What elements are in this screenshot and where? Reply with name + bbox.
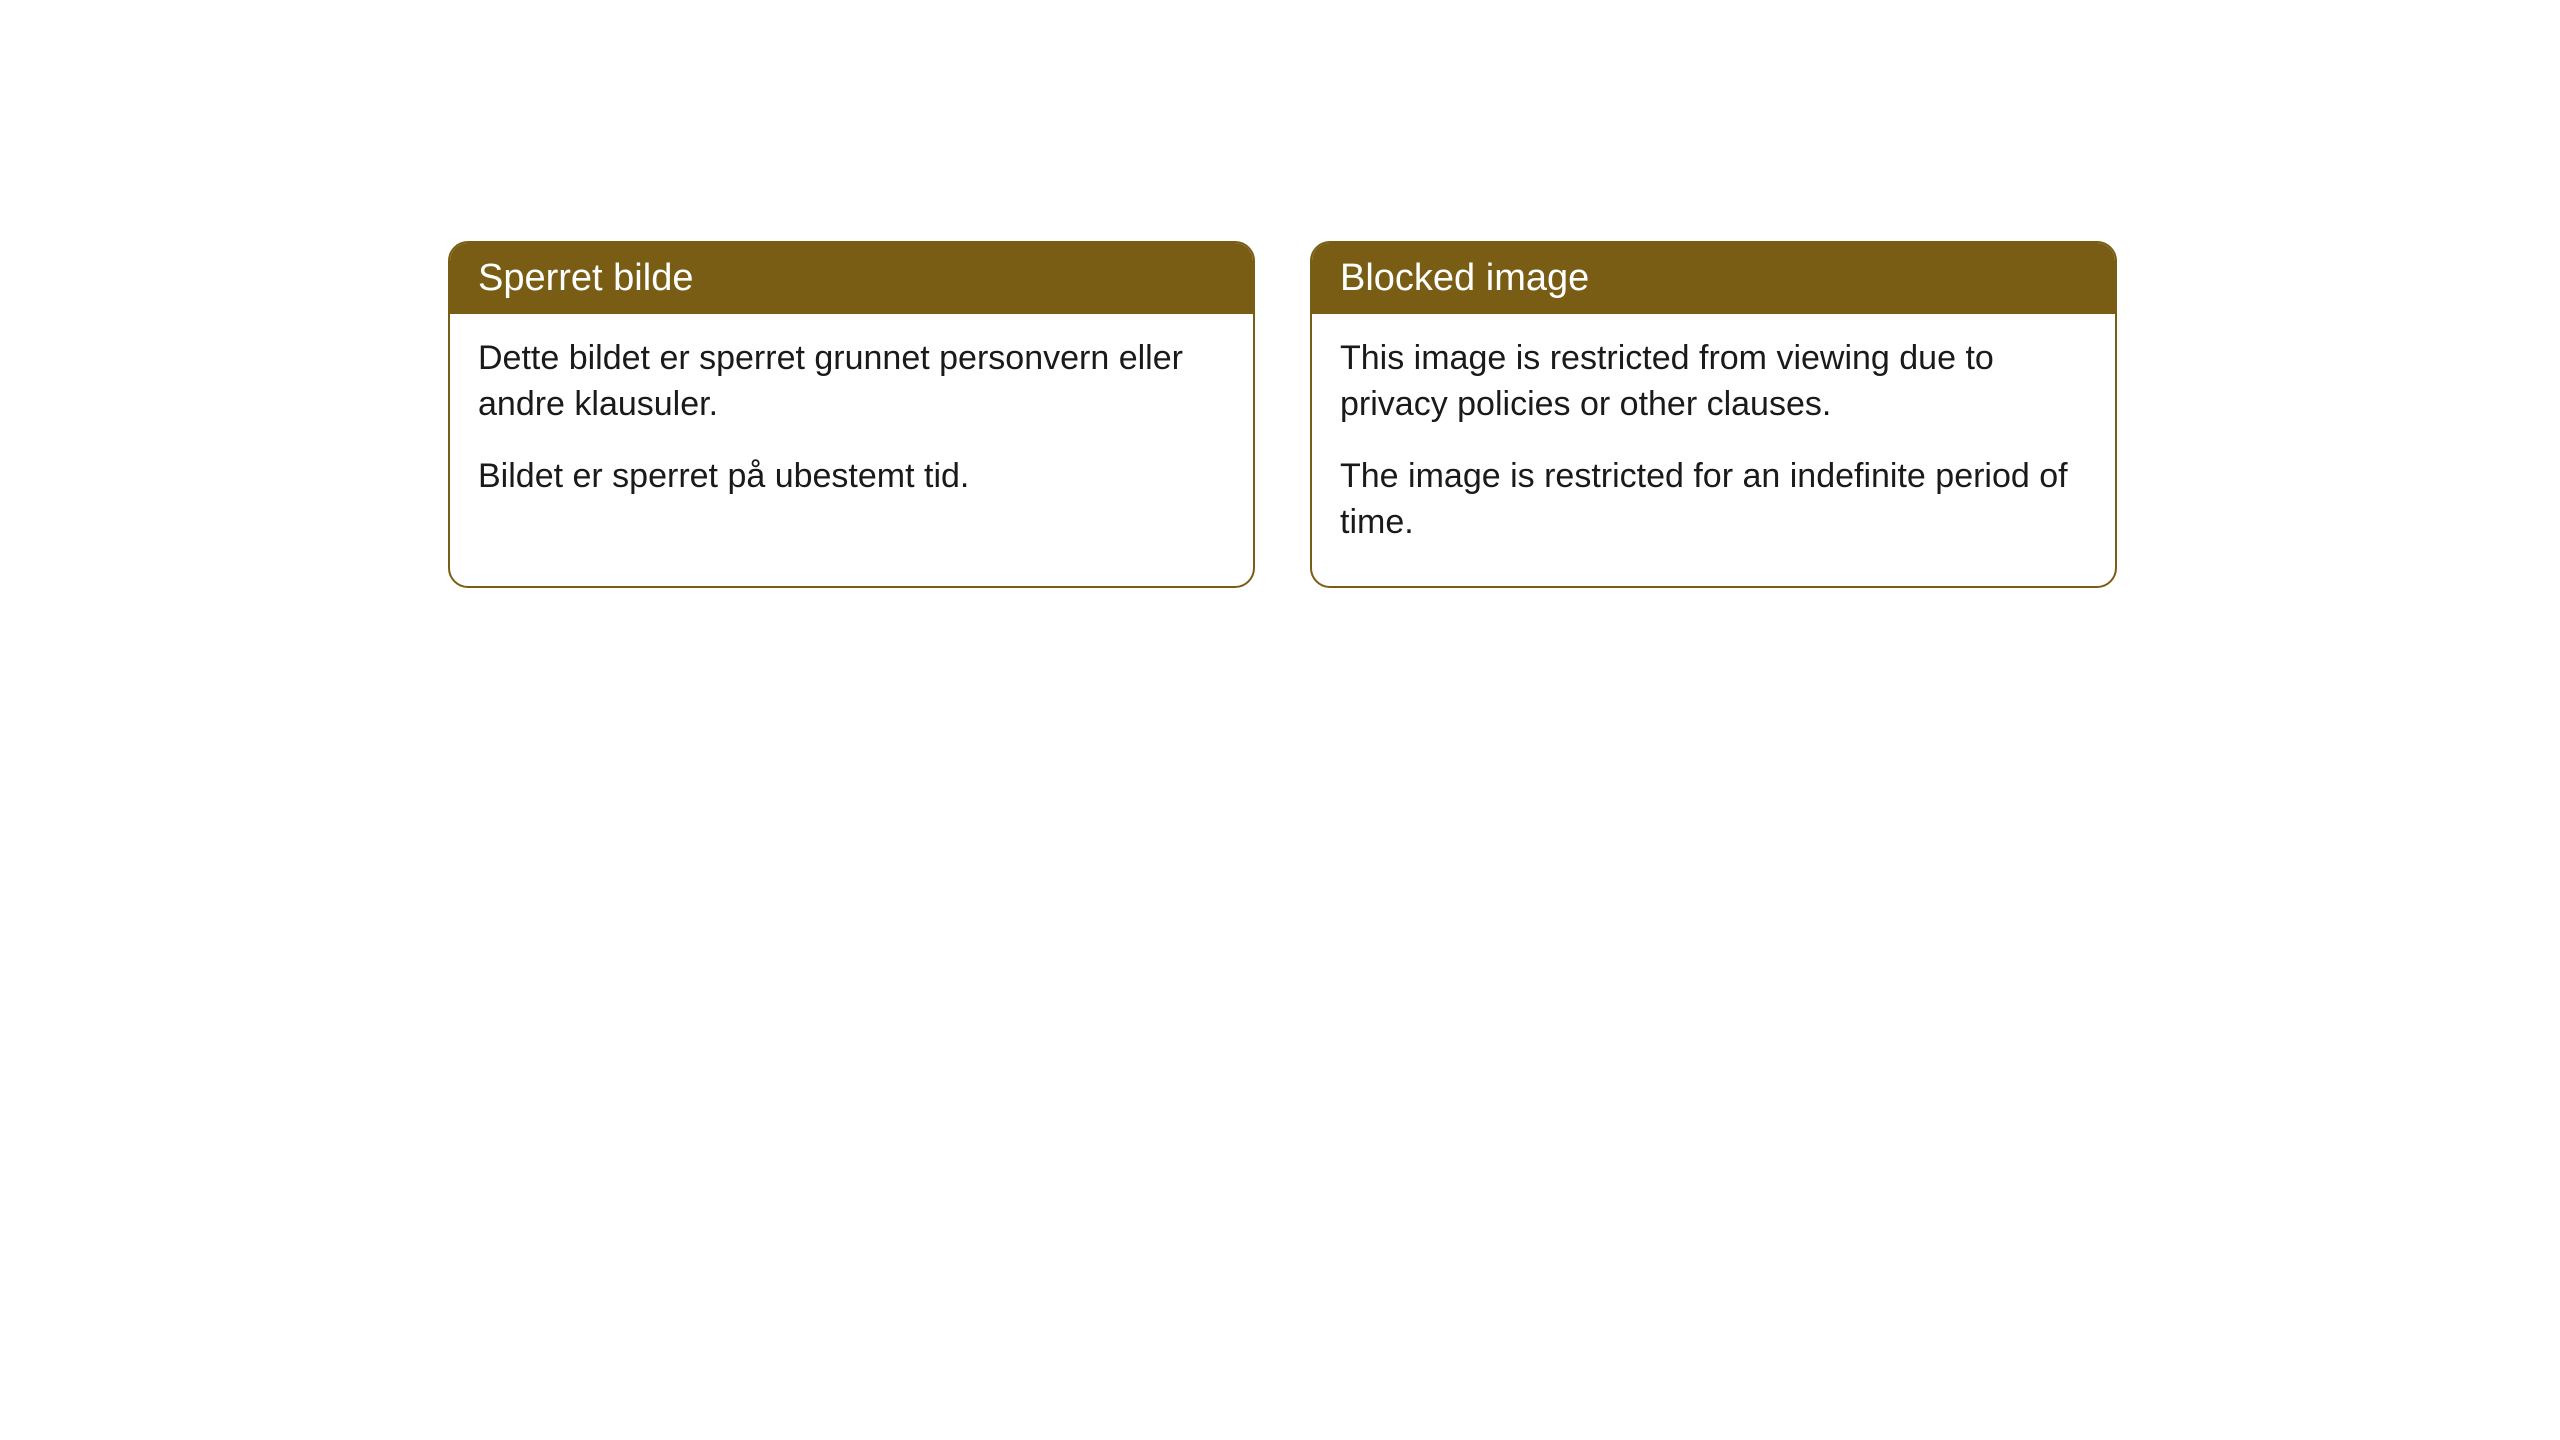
card-header: Sperret bilde	[450, 243, 1253, 314]
card-title: Blocked image	[1340, 257, 1589, 299]
card-paragraph: Dette bildet er sperret grunnet personve…	[478, 336, 1225, 428]
card-paragraph: This image is restricted from viewing du…	[1340, 336, 2087, 428]
info-card-norwegian: Sperret bilde Dette bildet er sperret gr…	[448, 241, 1255, 588]
info-cards-container: Sperret bilde Dette bildet er sperret gr…	[448, 241, 2117, 588]
card-body: Dette bildet er sperret grunnet personve…	[450, 314, 1253, 540]
card-title: Sperret bilde	[478, 257, 693, 299]
card-paragraph: The image is restricted for an indefinit…	[1340, 454, 2087, 546]
card-body: This image is restricted from viewing du…	[1312, 314, 2115, 586]
info-card-english: Blocked image This image is restricted f…	[1310, 241, 2117, 588]
card-paragraph: Bildet er sperret på ubestemt tid.	[478, 454, 1225, 500]
card-header: Blocked image	[1312, 243, 2115, 314]
